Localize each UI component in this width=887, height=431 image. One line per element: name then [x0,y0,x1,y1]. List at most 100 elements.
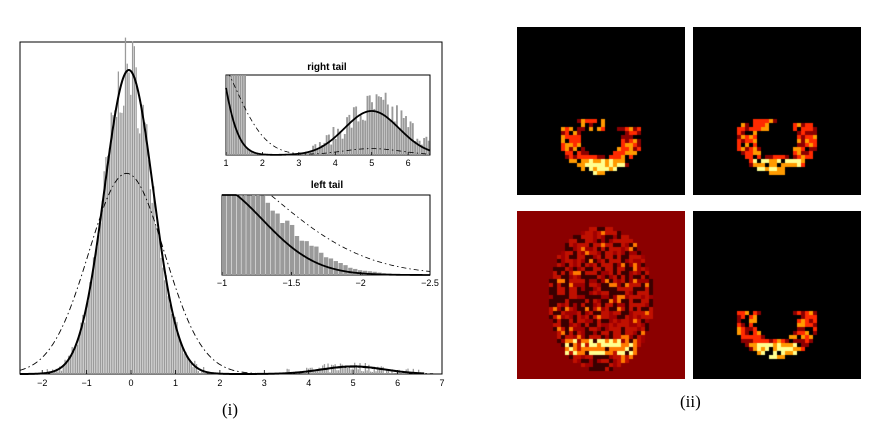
right-tail-bar [307,151,310,155]
main-histogram-bar [185,352,187,374]
right-tail-bar [325,135,328,155]
main-histogram-bar [64,359,66,374]
main-histogram-bar [171,314,173,374]
right-tail-bar [303,152,305,155]
right-tail-bar [414,141,416,155]
right-tail-bar [427,140,430,155]
main-histogram-bar [334,364,336,374]
main-histogram-bar [403,372,406,374]
main-histogram-bar [407,368,409,374]
right-tail-bar [371,102,373,155]
right-tail-solid-curve [225,87,431,156]
right-tail-bar [343,134,346,155]
right-tail-bar [352,107,355,155]
left-tail-x-ticks: −1 −1.5 −2 −2.5 [217,272,439,288]
main-histogram-bar [190,362,192,374]
main-histogram-bar [149,189,151,374]
right-tail-bar [373,108,376,155]
main-histogram-bar [83,322,86,374]
main-histogram-bar [126,63,128,375]
main-histogram-bar [375,371,377,374]
main-histogram-bar [92,257,95,374]
right-tail-bar [425,136,428,155]
left-tail-bar [265,202,271,275]
main-histogram-bar [412,368,414,374]
main-histogram-bar [133,46,135,374]
main-histogram-bar [348,366,350,374]
main-x-tick-label: 1 [173,378,178,388]
left-tail-tick-label: −2.5 [421,278,439,288]
main-histogram-bar [391,369,393,374]
main-histogram-bar [368,364,370,374]
right-tail-bar [377,96,380,155]
right-tail-tick-label: 5 [369,158,374,168]
main-histogram-bar [393,372,395,374]
right-tail-bar [248,150,251,155]
brain-map-bottom-right [693,211,861,379]
main-histogram-bar [345,365,347,374]
main-histogram-bar [101,200,104,374]
main-histogram-bar [142,104,144,375]
right-tail-bar [407,127,410,155]
brain-map-top-left [517,27,685,195]
main-x-tick-label: 0 [129,378,134,388]
brain-map-top-right [693,27,861,195]
main-histogram-bar [46,369,48,374]
main-histogram-bar [89,282,91,374]
main-histogram-bar [140,104,143,375]
main-histogram-bar [386,369,388,374]
right-tail-bar [348,114,351,155]
main-histogram-bar [366,370,368,374]
left-tail-bar [289,224,295,275]
right-tail-bar [420,144,423,155]
caption-right: (ii) [680,392,701,411]
main-histogram-bar [373,366,375,374]
main-histogram-bar [320,368,322,374]
main-histogram-bar [73,351,75,374]
main-x-tick-label: 7 [439,378,444,388]
left-tail-solid-curve [222,194,430,276]
left-tail-tick-label: −2 [356,278,366,288]
main-histogram-bar [325,368,327,374]
main-histogram-bar [354,362,356,374]
right-tail-bar [411,123,414,155]
caption-left: (i) [222,400,239,419]
main-histogram-bar [341,364,343,374]
right-tail-bar [239,75,242,155]
main-histogram-bar [67,355,70,374]
left-tail-bar [270,210,275,275]
main-histogram-bar [139,133,141,374]
main-histogram-bar [371,371,374,374]
main-histogram-bar [62,365,64,374]
main-histogram-bar [59,366,61,374]
main-histogram-bar [387,369,390,374]
main-x-tick-label: 2 [217,378,222,388]
left-tail-bar [231,195,237,275]
main-histogram-bar [187,357,189,374]
main-histogram-bar [181,345,183,374]
left-tail-tick-label: −1 [217,278,227,288]
main-histogram-bar [75,343,77,374]
right-tail-bar [226,75,228,155]
main-histogram-bar [167,296,169,374]
main-histogram-bar [389,373,391,374]
main-histogram-bar [176,321,178,374]
right-tail-bar [359,115,362,155]
main-histogram-bar [60,370,63,374]
main-histogram-bar [151,202,153,374]
right-tail-bar [246,148,249,155]
left-tail-bar [294,236,300,275]
right-tail-bar [337,128,339,155]
main-histogram-bar [172,316,175,374]
main-histogram-bar [339,363,342,374]
main-histogram-bar [135,67,137,374]
right-tail-title: right tail [307,62,347,73]
main-histogram-bar [288,369,290,374]
left-tail-bar [255,195,261,275]
right-tail-x-ticks: 1 2 3 4 5 6 [223,152,411,168]
main-histogram-bar [91,281,93,374]
right-tail-bar [232,75,235,155]
main-histogram-bar [110,112,112,374]
right-tail-bar [357,121,360,155]
right-tail-bar [375,94,378,155]
